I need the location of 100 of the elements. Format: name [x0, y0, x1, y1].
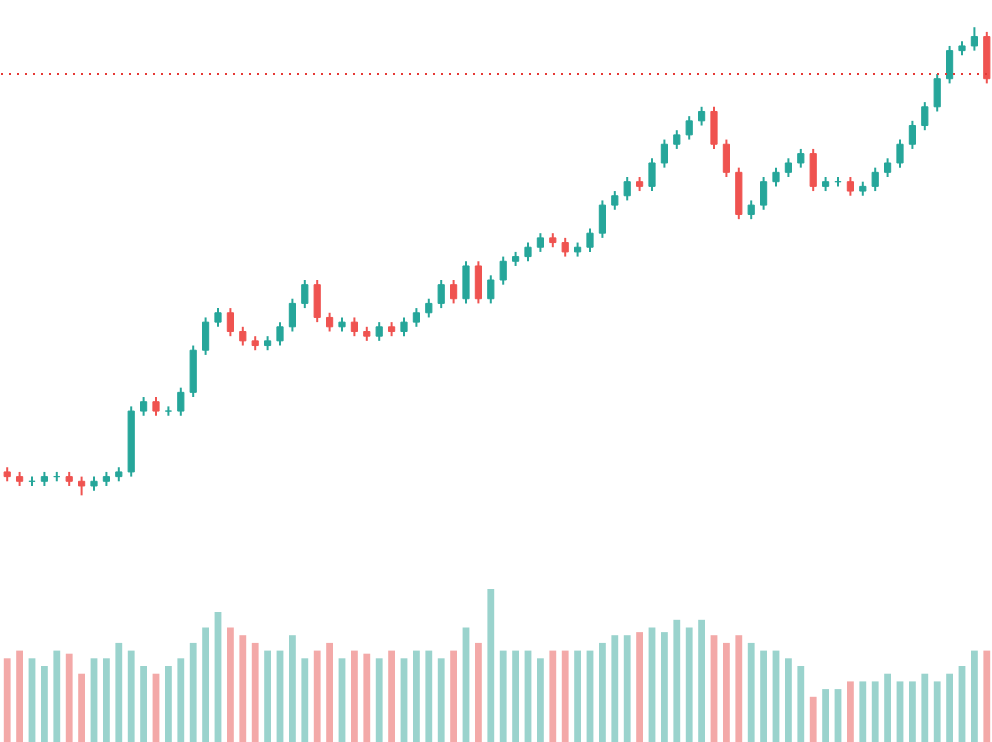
bar [251, 642, 259, 742]
candlestick [772, 166, 780, 188]
bar [301, 658, 309, 742]
candlestick [623, 176, 631, 202]
candlestick [561, 236, 569, 258]
candlestick [425, 297, 433, 319]
candlestick [747, 199, 755, 221]
bar [822, 689, 830, 742]
candlestick [499, 255, 507, 286]
bar [164, 666, 172, 742]
bar [326, 642, 334, 742]
candlestick [375, 321, 383, 342]
candlestick [524, 241, 532, 263]
bar [140, 666, 148, 742]
candlestick [202, 316, 210, 356]
candlestick [140, 396, 148, 417]
candlestick [276, 321, 284, 347]
bar [512, 650, 520, 742]
bar [611, 635, 619, 742]
candlestick [226, 307, 234, 338]
bar [264, 650, 272, 742]
bar [177, 658, 185, 742]
bar [313, 650, 321, 742]
bar [487, 589, 495, 742]
bar [921, 673, 929, 742]
bar [16, 650, 24, 742]
candlestick [760, 176, 768, 211]
bar [127, 650, 135, 742]
bar [884, 673, 892, 742]
bar [450, 650, 458, 742]
candlestick [784, 157, 792, 179]
candlestick [487, 274, 495, 305]
bar [412, 650, 420, 742]
bar [288, 635, 296, 742]
bar [685, 627, 693, 742]
candlestick [450, 279, 458, 305]
bar [946, 673, 954, 742]
bar [425, 650, 433, 742]
candlestick [536, 232, 544, 253]
bar [549, 650, 557, 742]
bar [363, 653, 371, 742]
bar [660, 632, 668, 742]
bar [189, 642, 197, 742]
bar [574, 650, 582, 742]
bar [623, 635, 631, 742]
candlestick [685, 115, 693, 141]
bar [561, 650, 569, 742]
bar [970, 650, 978, 742]
bar [53, 650, 61, 742]
bar [3, 658, 11, 742]
candlestick [809, 147, 817, 193]
candlestick [611, 190, 619, 211]
candlestick [326, 311, 334, 333]
bar [797, 666, 805, 742]
bar [437, 658, 445, 742]
candlestick [933, 73, 941, 113]
candlestick [437, 279, 445, 310]
bar [598, 642, 606, 742]
candlestick [735, 166, 743, 221]
candlestick [908, 119, 916, 150]
candlestick [301, 279, 309, 310]
candlestick [78, 475, 86, 497]
candlestick [698, 105, 706, 127]
candlestick [970, 26, 978, 52]
bar [102, 658, 110, 742]
bar [809, 696, 817, 742]
bar [747, 642, 755, 742]
bar [760, 650, 768, 742]
bar [499, 650, 507, 742]
bar [722, 642, 730, 742]
candlestick [921, 101, 929, 132]
candlestick [710, 105, 718, 150]
candlestick [152, 396, 160, 417]
bar [375, 658, 383, 742]
bar [388, 650, 396, 742]
bar [350, 650, 358, 742]
candlestick [412, 307, 420, 328]
bar [784, 658, 792, 742]
candlestick [350, 316, 358, 338]
bar [636, 632, 644, 742]
candlestick [288, 297, 296, 333]
candlestick [673, 129, 681, 150]
bar [698, 619, 706, 742]
bar [40, 666, 48, 742]
candlestick [846, 176, 854, 197]
candlestick [462, 260, 470, 305]
candlestick [946, 44, 954, 85]
candlestick [214, 307, 222, 328]
bar [983, 650, 991, 742]
candlestick [189, 344, 197, 399]
bar [202, 627, 210, 742]
candlestick [177, 386, 185, 417]
candlestick [474, 260, 482, 305]
candlestick [313, 279, 321, 324]
candlestick [400, 316, 408, 338]
candlestick [797, 147, 805, 169]
bar [908, 681, 916, 742]
candlestick [871, 166, 879, 193]
bar [474, 642, 482, 742]
bar [536, 658, 544, 742]
